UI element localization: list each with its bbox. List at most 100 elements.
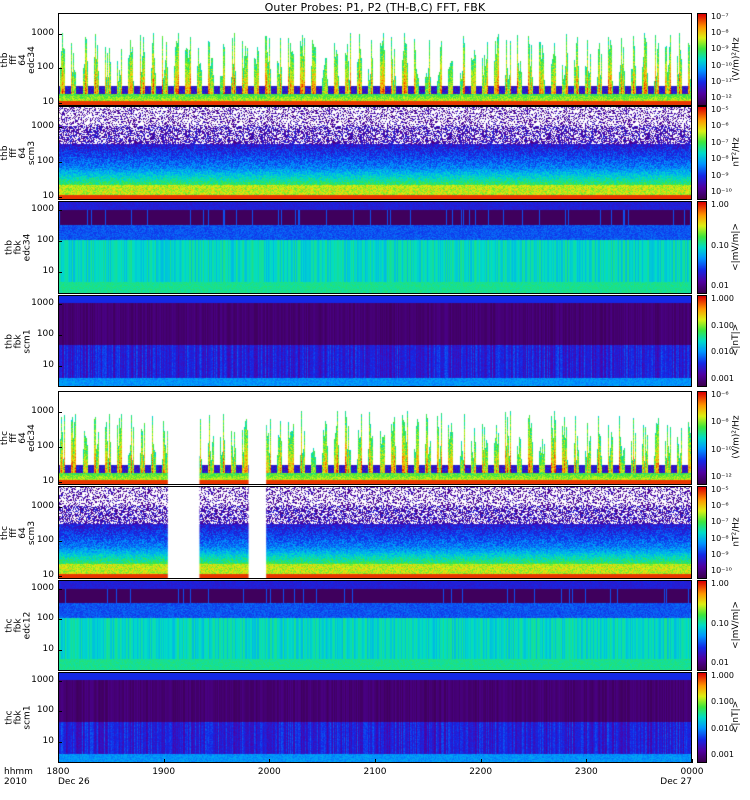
colorbar xyxy=(697,486,707,579)
colorbar-tick-label: 0.010 xyxy=(711,723,734,733)
colorbar xyxy=(697,672,707,763)
y-tick-mark xyxy=(58,741,62,743)
x-tick-label: 2100 xyxy=(363,767,387,777)
colorbar-tick-label: 10⁻¹⁰ xyxy=(711,60,732,70)
spectrogram-image xyxy=(59,392,691,484)
y-tick-mark xyxy=(58,589,62,591)
colorbar xyxy=(697,201,707,294)
page-title: Outer Probes: P1, P2 (TH-B,C) FFT, FBK xyxy=(264,1,486,14)
y-tick-label: 10 xyxy=(42,359,54,370)
spectrogram-image xyxy=(59,581,691,670)
spectrogram-panel-thc-fff-64-scm3 xyxy=(58,486,692,579)
colorbar-tick-label: 10⁻⁶ xyxy=(711,501,729,511)
x-axis-end-date: Dec 27 xyxy=(660,777,692,787)
spectrogram-image xyxy=(59,296,691,386)
colorbar-tick-label: 0.010 xyxy=(711,347,734,357)
spectrogram-panel-thc-fbk-edc12 xyxy=(58,580,692,671)
colorbar-tick-label: 10⁻¹² xyxy=(711,93,732,102)
y-tick-label: 10 xyxy=(42,190,54,201)
y-tick-label: 10 xyxy=(42,475,54,486)
y-tick-mark xyxy=(58,541,62,543)
colorbar-tick-label: 1.00 xyxy=(711,579,729,588)
colorbar-title: <|mV/m|> xyxy=(730,222,741,271)
colorbar-tick-label: 10⁻¹⁰ xyxy=(711,566,732,575)
y-tick-label: 10 xyxy=(42,643,54,654)
x-axis-row-labels: hhmm 2010 xyxy=(4,767,33,787)
colorbar-tick-label: 10⁻¹¹ xyxy=(711,76,732,86)
y-tick-mark xyxy=(58,126,62,128)
y-tick-mark xyxy=(58,575,62,577)
y-tick-label: 100 xyxy=(36,62,54,73)
y-tick-label: 1000 xyxy=(31,298,54,309)
colorbar xyxy=(697,391,707,485)
colorbar-tick-label: 0.100 xyxy=(711,697,734,707)
x-tick-label: 2000 xyxy=(257,767,281,777)
x-axis-row-label-year: 2010 xyxy=(4,777,27,787)
spectrogram-image xyxy=(59,487,691,578)
colorbar-tick-label: 10⁻⁸ xyxy=(711,417,729,427)
y-tick-mark xyxy=(58,241,62,243)
colorbar-tick-label: 10⁻⁸ xyxy=(711,533,729,543)
colorbar-tick-label: 10⁻⁷ xyxy=(711,517,729,527)
y-tick-label: 10 xyxy=(42,96,54,107)
y-tick-label: 100 xyxy=(36,328,54,339)
y-tick-mark xyxy=(58,446,62,448)
y-tick-mark xyxy=(58,272,62,274)
colorbar xyxy=(697,580,707,671)
colorbar-tick-label: 0.10 xyxy=(711,618,729,628)
colorbar-title: (V/m)²/Hz xyxy=(731,415,742,459)
y-tick-label: 100 xyxy=(36,155,54,166)
colorbar-title: nT²/Hz xyxy=(731,137,742,167)
y-tick-mark xyxy=(58,481,62,483)
y-tick-mark xyxy=(58,365,62,367)
colorbar-tick-label: 10⁻⁸ xyxy=(711,28,729,38)
y-tick-label: 10 xyxy=(42,735,54,746)
y-tick-mark xyxy=(58,334,62,336)
spectrogram-panel-thb-fff-64-edc34 xyxy=(58,13,692,106)
x-tick-mark xyxy=(375,759,376,763)
colorbar xyxy=(697,106,707,200)
x-tick-mark xyxy=(269,759,271,763)
spectrogram-panel-thc-fbk-scm1 xyxy=(58,672,692,763)
x-tick-mark xyxy=(163,759,165,763)
y-tick-mark xyxy=(58,506,62,508)
spectrogram-image xyxy=(59,107,691,199)
y-tick-label: 1000 xyxy=(31,27,54,38)
x-tick-label: 1800 xyxy=(46,767,70,777)
y-tick-mark xyxy=(58,210,62,212)
y-tick-mark xyxy=(58,161,62,163)
colorbar-title: nT²/Hz xyxy=(731,516,742,547)
spectrogram-panel-thb-fbk-scm1 xyxy=(58,295,692,387)
colorbar-tick-label: 1.000 xyxy=(711,671,734,680)
y-tick-mark xyxy=(58,102,62,104)
y-tick-label: 1000 xyxy=(31,675,54,686)
spectrogram-panel-thb-fbk-edc34 xyxy=(58,201,692,294)
spectrogram-image xyxy=(59,202,691,293)
y-tick-label: 1000 xyxy=(31,120,54,131)
colorbar xyxy=(697,295,707,387)
x-tick-mark xyxy=(480,759,482,763)
y-tick-label: 100 xyxy=(36,440,54,451)
colorbar-tick-label: 0.01 xyxy=(711,658,729,667)
y-tick-mark xyxy=(58,681,62,683)
y-tick-mark xyxy=(58,711,62,713)
y-tick-mark xyxy=(58,196,62,198)
colorbar-tick-label: 10⁻⁷ xyxy=(711,137,729,147)
colorbar-tick-label: 10⁻¹² xyxy=(711,472,732,481)
y-tick-label: 1000 xyxy=(31,500,54,511)
colorbar-tick-label: 10⁻⁸ xyxy=(711,154,729,164)
colorbar-title: <|nT|> xyxy=(731,700,742,733)
y-tick-label: 100 xyxy=(36,535,54,546)
colorbar-tick-label: 10⁻⁶ xyxy=(711,390,729,399)
spectrogram-panel-thc-fff-64-edc34 xyxy=(58,391,692,485)
colorbar-tick-label: 0.100 xyxy=(711,320,734,330)
x-axis-row-label-time: hhmm xyxy=(4,767,33,777)
y-tick-label: 1000 xyxy=(31,583,54,594)
y-tick-mark xyxy=(58,619,62,621)
y-tick-label: 1000 xyxy=(31,405,54,416)
colorbar-tick-label: 10⁻⁶ xyxy=(711,121,729,131)
colorbar-tick-label: 10⁻⁷ xyxy=(711,12,729,21)
colorbar xyxy=(697,13,707,106)
colorbar-tick-label: 10⁻⁵ xyxy=(711,105,729,114)
spectrogram-image xyxy=(59,14,691,105)
